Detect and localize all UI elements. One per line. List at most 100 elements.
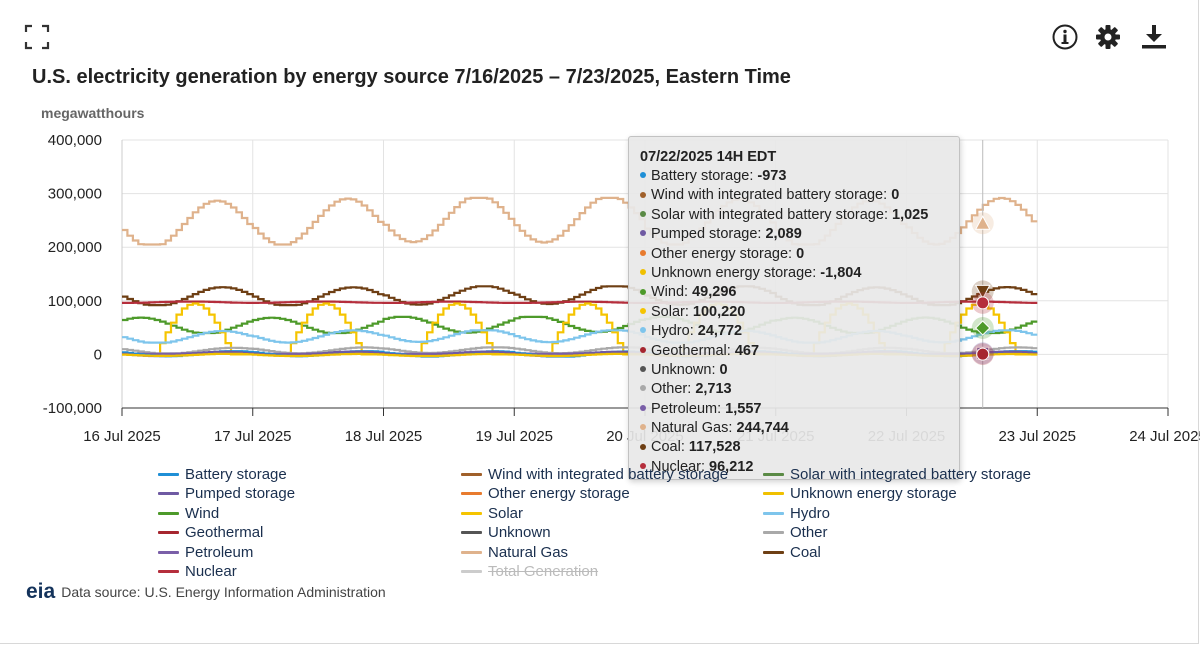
tooltip-series-label: Other energy storage <box>651 245 789 262</box>
legend-item[interactable]: Natural Gas <box>461 544 568 561</box>
y-tick-label: 100,000 <box>48 293 102 310</box>
tooltip-separator: : <box>883 187 892 204</box>
tooltip-series-dot <box>640 307 646 314</box>
tooltip-series-value: -973 <box>757 168 787 184</box>
tooltip-row: Other energy storage: 0 <box>640 245 959 264</box>
tooltip-series-dot <box>640 366 646 373</box>
tooltip-series-label: Battery storage <box>651 168 750 184</box>
tooltip-series-dot <box>640 327 646 334</box>
legend-item[interactable]: Petroleum <box>158 544 253 561</box>
tooltip-separator: : <box>717 400 726 417</box>
legend-label: Pumped storage <box>185 485 296 503</box>
legend-label: Battery storage <box>185 466 287 483</box>
tooltip-series-value: 2,089 <box>765 226 802 243</box>
legend-label: Wind <box>185 504 220 522</box>
tooltip-series-label: Petroleum <box>651 400 718 417</box>
legend-item[interactable]: Geothermal <box>158 524 263 541</box>
tooltip-separator: : <box>700 458 710 475</box>
legend-label: Coal <box>790 543 821 561</box>
tooltip-row: Nuclear: 96,212 <box>640 458 959 477</box>
tooltip-separator: : <box>711 361 720 378</box>
tooltip-series-value: 0 <box>891 187 900 204</box>
chart-title: U.S. electricity generation by energy so… <box>32 66 791 88</box>
legend-item[interactable]: Unknown energy storage <box>763 485 957 502</box>
tooltip-title: 07/22/2025 14H EDT <box>640 149 777 165</box>
legend-label: Total Generation <box>488 563 599 580</box>
tooltip-series-label: Solar <box>651 303 685 320</box>
hover-marker-coal <box>974 284 991 300</box>
tooltip-series-value: 244,744 <box>736 420 789 437</box>
legend-label: Hydro <box>790 504 831 522</box>
tooltip-series-label: Geothermal <box>651 342 727 359</box>
legend-label: Other energy storage <box>488 485 630 503</box>
tooltip-series-value: 1,025 <box>892 206 929 223</box>
legend-item[interactable]: Wind <box>158 505 219 522</box>
legend-item[interactable]: Coal <box>763 544 821 561</box>
tooltip-series-dot <box>640 385 646 392</box>
hover-marker-nuclear <box>976 296 990 310</box>
legend-swatch <box>461 473 482 476</box>
fullscreen-corners-icon[interactable] <box>22 22 52 52</box>
tooltip-series-label: Hydro <box>651 323 690 340</box>
legend-item[interactable]: Unknown <box>461 524 551 541</box>
gear-icon[interactable] <box>1093 22 1123 52</box>
tooltip-separator: : <box>728 420 737 437</box>
tooltip-row: Unknown: 0 <box>640 361 959 380</box>
tooltip-series-dot <box>640 172 646 179</box>
tooltip-series-dot <box>640 404 646 411</box>
hover-marker-wind <box>975 320 991 336</box>
data-source: eia Data source: U.S. Energy Information… <box>26 580 386 604</box>
tooltip-series-dot <box>640 230 646 237</box>
legend-item[interactable]: Battery storage <box>158 466 287 483</box>
x-tick-label: 19 Jul 2025 <box>475 428 553 445</box>
tooltip-series-value: 0 <box>719 361 728 378</box>
tooltip-series-value: 100,220 <box>692 303 746 320</box>
y-tick-label: 300,000 <box>48 186 102 203</box>
tooltip-row: Battery storage: -973 <box>640 167 959 186</box>
tooltip-series-dot <box>640 346 646 353</box>
tooltip-series-value: -1,804 <box>820 264 862 281</box>
download-icon[interactable] <box>1139 22 1169 52</box>
info-circle-icon[interactable] <box>1050 22 1080 52</box>
chart-plot[interactable]: 400,000 300,000 200,000 100,000 0 -100,000 16 … <box>0 0 1200 460</box>
tooltip-row: Pumped storage: 2,089 <box>640 225 959 244</box>
legend-label: Wind with integrated battery storage <box>488 466 729 483</box>
legend-item[interactable]: Other <box>763 524 828 541</box>
legend-item[interactable]: Total Generation <box>461 563 598 580</box>
tooltip-series-label: Unknown energy storage <box>651 264 813 281</box>
legend-item[interactable]: Nuclear <box>158 563 237 580</box>
tooltip-series-label: Wind <box>651 284 685 301</box>
tooltip-series-dot <box>640 463 646 470</box>
x-tick-label: 24 Jul 2025 <box>1129 428 1200 445</box>
tooltip-series-dot <box>640 191 646 198</box>
legend-item[interactable]: Hydro <box>763 505 830 522</box>
legend-swatch <box>158 570 179 573</box>
data-source-text: Data source: U.S. Energy Information Adm… <box>61 584 386 600</box>
hover-tooltip: 07/22/2025 14H EDT Battery storage: -973… <box>628 136 960 480</box>
tooltip-row: Geothermal: 467 <box>640 342 959 361</box>
y-tick-label: 0 <box>94 346 102 363</box>
legend-item[interactable]: Solar <box>461 505 523 522</box>
tooltip-row: Natural Gas: 244,744 <box>640 419 959 438</box>
legend-label: Solar <box>488 504 524 522</box>
tooltip-separator: : <box>812 264 821 281</box>
legend-swatch <box>158 531 179 535</box>
tooltip-series-label: Coal <box>651 439 681 456</box>
legend-swatch <box>461 492 482 496</box>
legend-item[interactable]: Solar with integrated battery storage <box>763 466 1031 483</box>
legend-label: Unknown <box>488 524 551 542</box>
legend-swatch <box>763 492 784 496</box>
legend-label: Natural Gas <box>488 543 569 561</box>
legend-item[interactable]: Pumped storage <box>158 485 295 502</box>
tooltip-row: Hydro: 24,772 <box>640 322 959 341</box>
legend-item[interactable]: Other energy storage <box>461 485 630 502</box>
legend-item[interactable]: Wind with integrated battery storage <box>461 466 728 483</box>
hover-marker-geothermal <box>976 347 990 361</box>
tooltip-series-value: 117,528 <box>688 439 741 456</box>
tooltip-series-label: Other <box>651 381 688 398</box>
tooltip-series-value: 96,212 <box>709 458 754 475</box>
legend-swatch <box>461 531 482 535</box>
y-tick-label: 200,000 <box>48 239 102 256</box>
tooltip-series-label: Nuclear <box>651 458 701 475</box>
